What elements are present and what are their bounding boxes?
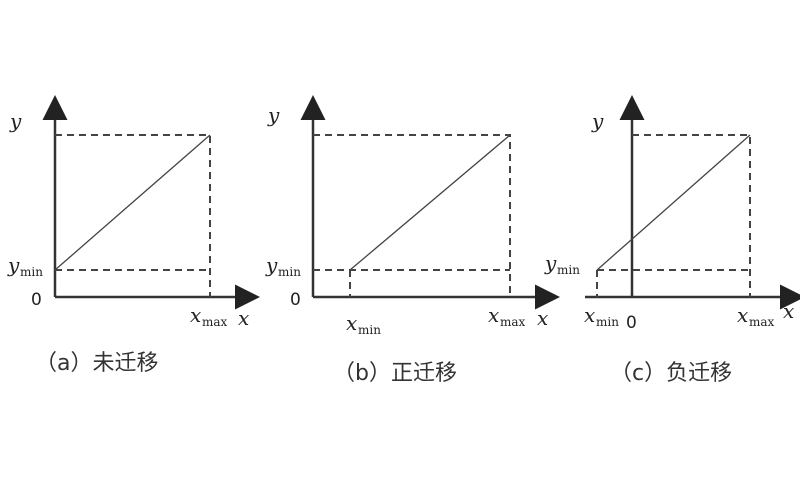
y-label: y xyxy=(9,109,22,133)
xmin-label: x xyxy=(584,303,595,327)
dashed-guide-max xyxy=(55,134,211,297)
mapping-line xyxy=(54,134,211,271)
ymin-sub: min xyxy=(20,265,43,279)
xmax-sub: max xyxy=(500,315,526,329)
x-label: x xyxy=(537,306,548,330)
y-label: y xyxy=(267,103,280,127)
ymin-label: y xyxy=(265,253,278,277)
ymin-sub: min xyxy=(278,265,301,279)
dashed-guide-max xyxy=(632,134,751,297)
x-label: x xyxy=(783,299,794,323)
origin-label: 0 xyxy=(290,290,301,310)
xmax-sub: max xyxy=(202,315,228,329)
panel-c: y y min x min 0 x max x （c）负迁移 xyxy=(544,95,800,386)
xmin-sub: min xyxy=(596,315,619,329)
caption-a: （a）未迁移 xyxy=(35,351,158,376)
xmin-label: x xyxy=(346,311,357,335)
ymin-label: y xyxy=(7,253,20,277)
mapping-line xyxy=(349,134,511,271)
panel-a: y y min 0 x max x （a）未迁移 xyxy=(7,95,260,376)
ymin-label: y xyxy=(544,251,557,275)
xmax-label: x xyxy=(737,303,748,327)
origin-label: 0 xyxy=(626,313,637,333)
origin-label: 0 xyxy=(31,290,42,310)
caption-c: （c）负迁移 xyxy=(610,361,732,386)
x-label: x xyxy=(238,306,249,330)
xmin-sub: min xyxy=(358,323,381,337)
xmax-sub: max xyxy=(749,315,775,329)
ymin-sub: min xyxy=(557,263,580,277)
mapping-line xyxy=(596,134,751,271)
xmax-label: x xyxy=(190,303,201,327)
y-label: y xyxy=(591,109,604,133)
caption-b: （b）正迁移 xyxy=(333,361,457,386)
xmax-label: x xyxy=(488,303,499,327)
panel-b: y y min 0 x min x max x （b）正迁移 xyxy=(265,95,560,386)
